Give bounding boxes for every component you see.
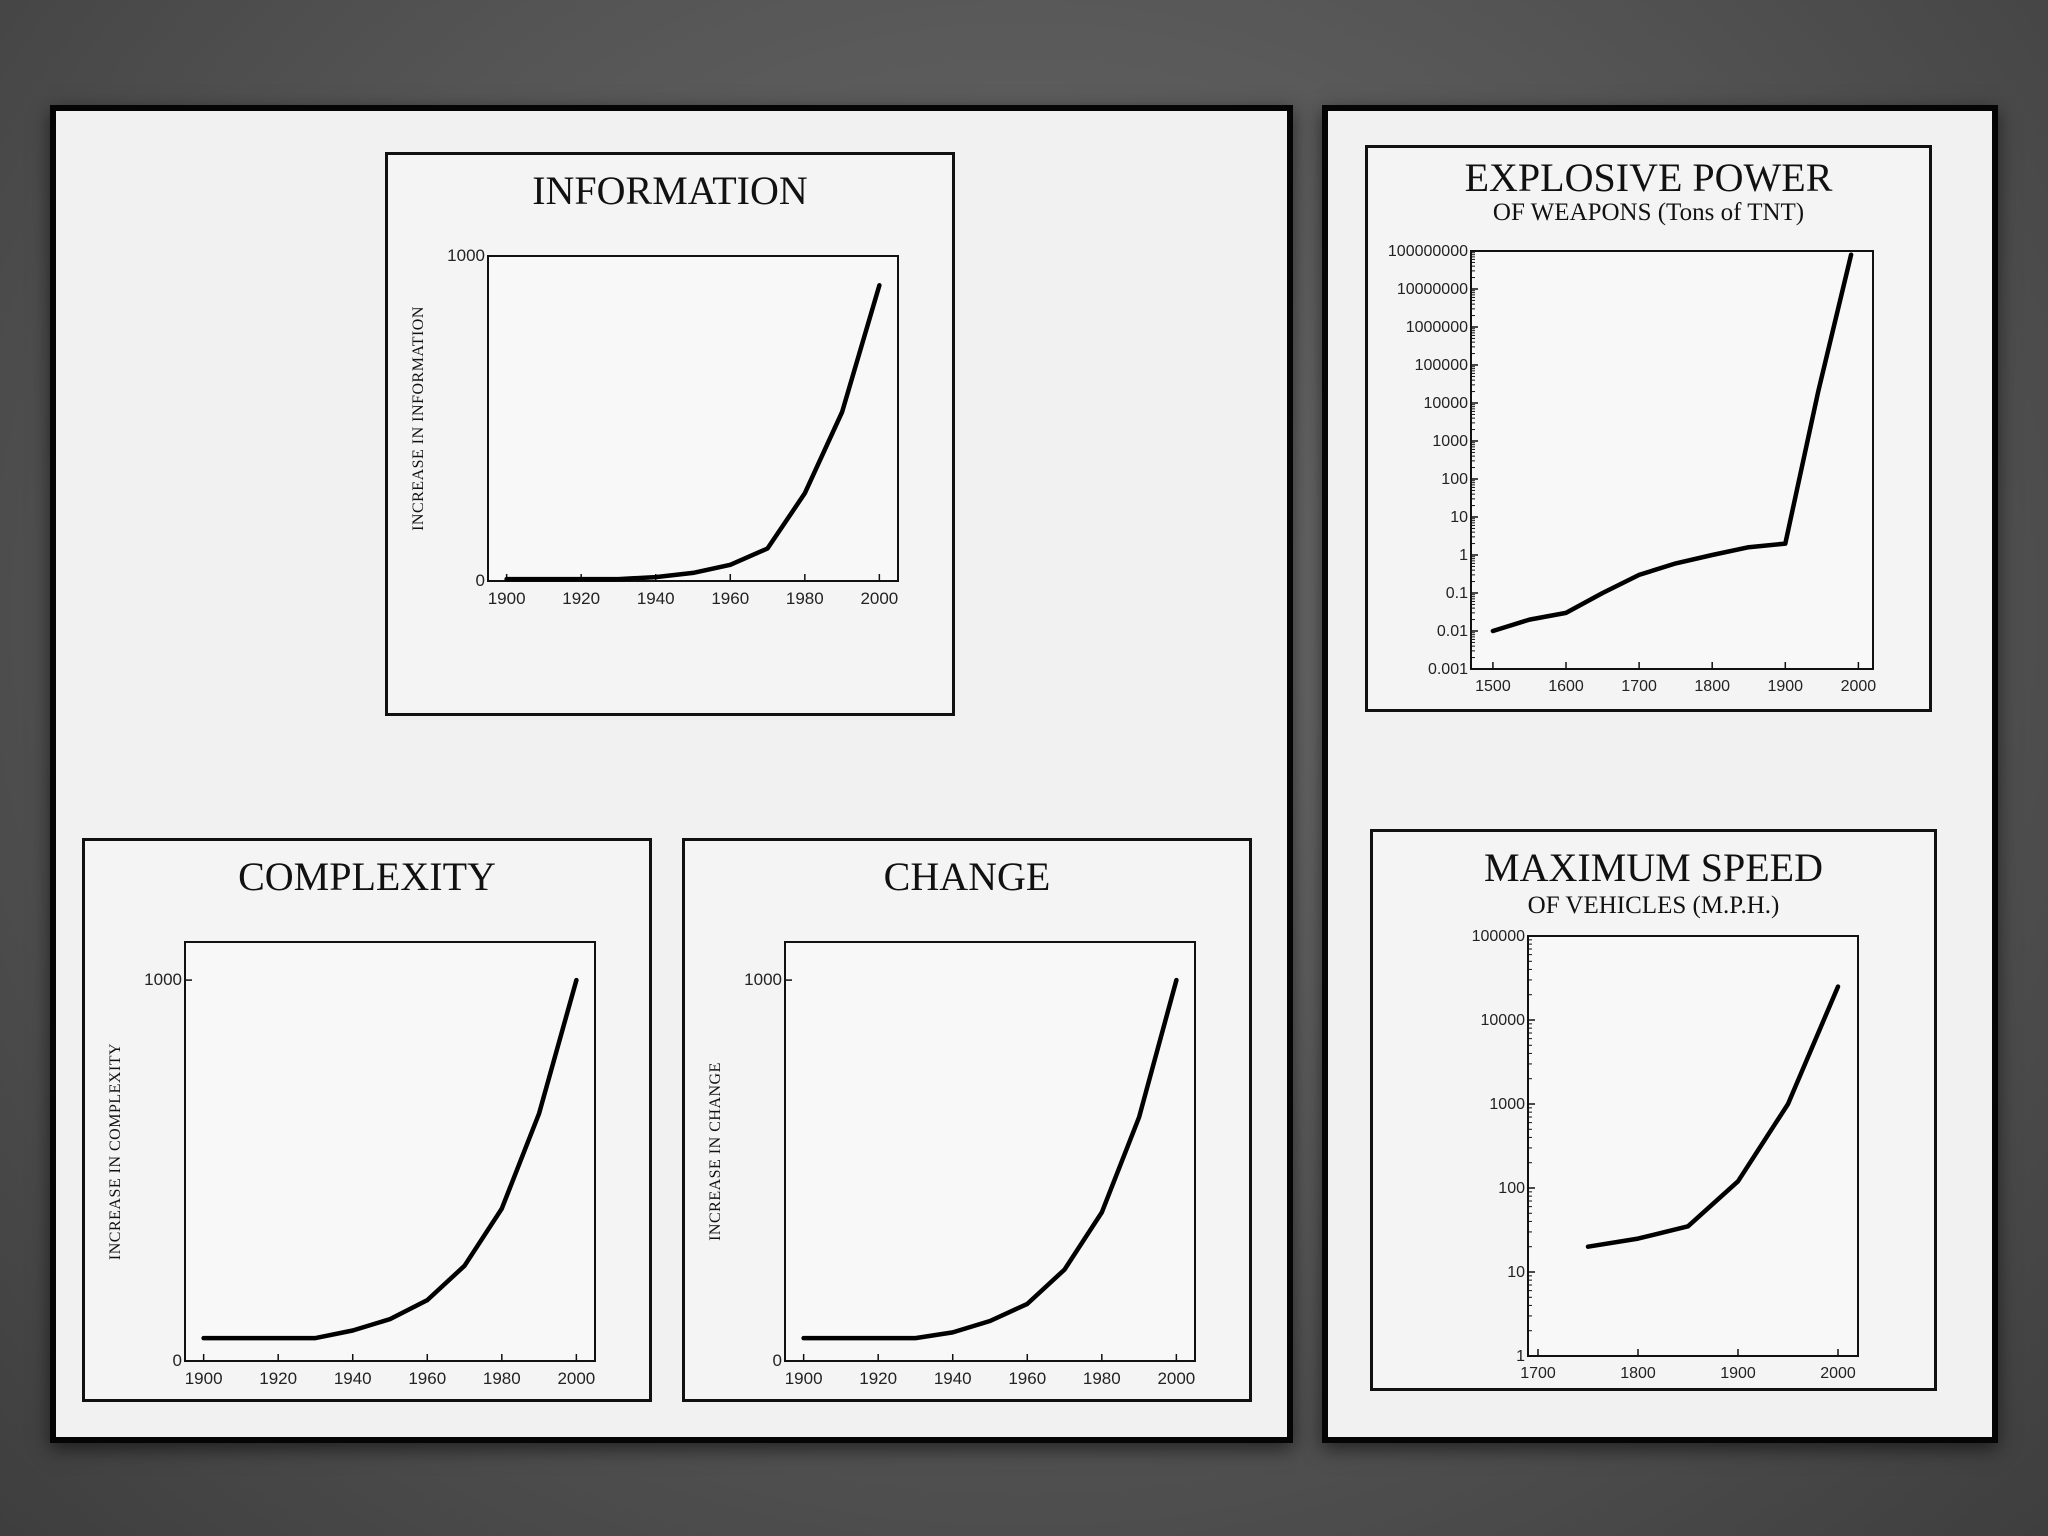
change-title: CHANGE <box>883 854 1051 899</box>
x-tick-label: 1900 <box>488 589 526 608</box>
information-chart: INFORMATION 1900 1920 1940 1960 1980 2000 0 100… <box>385 152 955 716</box>
x-tick-label: 1920 <box>259 1369 297 1388</box>
maximum-speed-chart: MAXIMUM SPEED OF VEHICLES (M.P.H.) 1700 1… <box>1370 829 1937 1391</box>
x-tick-label: 1980 <box>786 589 824 608</box>
plot-frame <box>487 255 899 582</box>
left-figure-panel: INFORMATION 1900 1920 1940 1960 1980 2000 0 100… <box>50 105 1293 1443</box>
right-figure-panel: EXPLOSIVE POWER OF WEAPONS (Tons of TNT)… <box>1322 105 1998 1443</box>
y-tick-label: 10 <box>1507 1264 1525 1281</box>
x-tick-label: 1800 <box>1620 1365 1656 1382</box>
y-axis-label: INCREASE IN COMPLEXITY <box>107 1043 124 1260</box>
x-tick-label: 1800 <box>1694 678 1730 695</box>
x-tick-label: 1940 <box>934 1369 972 1388</box>
y-tick-label: 1000 <box>447 246 485 265</box>
x-tick-label: 1920 <box>562 589 600 608</box>
x-tick-label: 1920 <box>859 1369 897 1388</box>
complexity-chart: COMPLEXITY 1900 1920 1940 1960 1980 2000 0 1000… <box>82 838 652 1402</box>
x-tick-label: 1900 <box>185 1369 223 1388</box>
x-tick-label: 1940 <box>334 1369 372 1388</box>
series-line <box>1490 252 1854 634</box>
information-title: INFORMATION <box>532 168 808 213</box>
plot-frame <box>784 941 1196 1362</box>
y-tick-label: 0.1 <box>1446 585 1468 602</box>
y-tick-label: 0 <box>173 1351 182 1370</box>
y-tick-label: 100000000 <box>1388 243 1468 260</box>
plot-frame <box>1527 935 1859 1357</box>
y-tick-label: 1 <box>1516 1348 1525 1365</box>
y-axis-label: INCREASE IN CHANGE <box>707 1062 724 1241</box>
plot-frame <box>184 941 596 1362</box>
change-plot: 1900 1920 1940 1960 1980 2000 0 1000 INCREASE IN… <box>707 941 1196 1388</box>
y-tick-label: 1000 <box>744 970 782 989</box>
x-tick-label: 1700 <box>1621 678 1657 695</box>
x-tick-label: 2000 <box>1157 1369 1195 1388</box>
series-line <box>504 283 882 582</box>
y-axis-label: INCREASE IN INFORMATION <box>410 306 427 531</box>
x-tick-label: 2000 <box>1841 678 1877 695</box>
x-tick-label: 1900 <box>1767 678 1803 695</box>
y-tick-label: 100000 <box>1415 357 1468 374</box>
y-tick-label: 100 <box>1498 1180 1525 1197</box>
y-tick-label: 1000000 <box>1406 319 1468 336</box>
x-tick-label: 1940 <box>637 589 675 608</box>
x-tick-label: 1980 <box>1083 1369 1121 1388</box>
x-tick-label: 1900 <box>785 1369 823 1388</box>
complexity-title: COMPLEXITY <box>238 854 496 899</box>
maximum-speed-title: MAXIMUM SPEED <box>1484 845 1823 890</box>
explosive-power-title: EXPLOSIVE POWER <box>1464 155 1833 200</box>
x-tick-label: 2000 <box>557 1369 595 1388</box>
x-tick-label: 1600 <box>1548 678 1584 695</box>
y-tick-label: 10000 <box>1481 1012 1526 1029</box>
series-line <box>1585 984 1841 1249</box>
explosive-power-subtitle: OF WEAPONS (Tons of TNT) <box>1492 199 1805 226</box>
x-tick-label: 1960 <box>408 1369 446 1388</box>
y-tick-label: 1000 <box>1432 433 1468 450</box>
y-tick-label: 0.001 <box>1428 661 1468 678</box>
y-tick-label: 0.01 <box>1437 623 1468 640</box>
x-tick-label: 1700 <box>1520 1365 1556 1382</box>
x-tick-label: 1900 <box>1720 1365 1756 1382</box>
y-tick-label: 0 <box>476 571 485 590</box>
y-tick-label: 10000 <box>1424 395 1469 412</box>
y-tick-label: 1 <box>1459 547 1468 564</box>
y-tick-label: 0 <box>773 1351 782 1370</box>
x-tick-label: 2000 <box>860 589 898 608</box>
explosive-power-chart: EXPLOSIVE POWER OF WEAPONS (Tons of TNT)… <box>1365 145 1932 712</box>
information-plot: 1900 1920 1940 1960 1980 2000 0 1000 INCREASE IN… <box>410 246 899 608</box>
explosive-power-plot: 1500 1600 1700 1800 1900 2000 0.001 0.01 0.1 1 10 1… <box>1388 243 1877 695</box>
x-tick-label: 1500 <box>1475 678 1511 695</box>
y-tick-label: 1000 <box>1489 1096 1525 1113</box>
maximum-speed-plot: 1700 1800 1900 2000 1 10 100 1000 10000 100000 <box>1472 928 1859 1382</box>
x-tick-label: 1960 <box>1008 1369 1046 1388</box>
x-tick-label: 1960 <box>711 589 749 608</box>
maximum-speed-subtitle: OF VEHICLES (M.P.H.) <box>1527 892 1780 919</box>
y-tick-label: 10000000 <box>1397 281 1468 298</box>
y-tick-label: 10 <box>1450 509 1468 526</box>
y-tick-label: 1000 <box>144 970 182 989</box>
series-line <box>801 977 1179 1341</box>
x-tick-label: 1980 <box>483 1369 521 1388</box>
complexity-plot: 1900 1920 1940 1960 1980 2000 0 1000 INCREASE IN… <box>107 941 596 1388</box>
y-tick-label: 100 <box>1441 471 1468 488</box>
y-tick-label: 100000 <box>1472 928 1525 945</box>
plot-frame <box>1470 250 1874 670</box>
series-line <box>201 977 579 1341</box>
change-chart: CHANGE 1900 1920 1940 1960 1980 2000 0 1000 INCR… <box>682 838 1252 1402</box>
x-tick-label: 2000 <box>1820 1365 1856 1382</box>
